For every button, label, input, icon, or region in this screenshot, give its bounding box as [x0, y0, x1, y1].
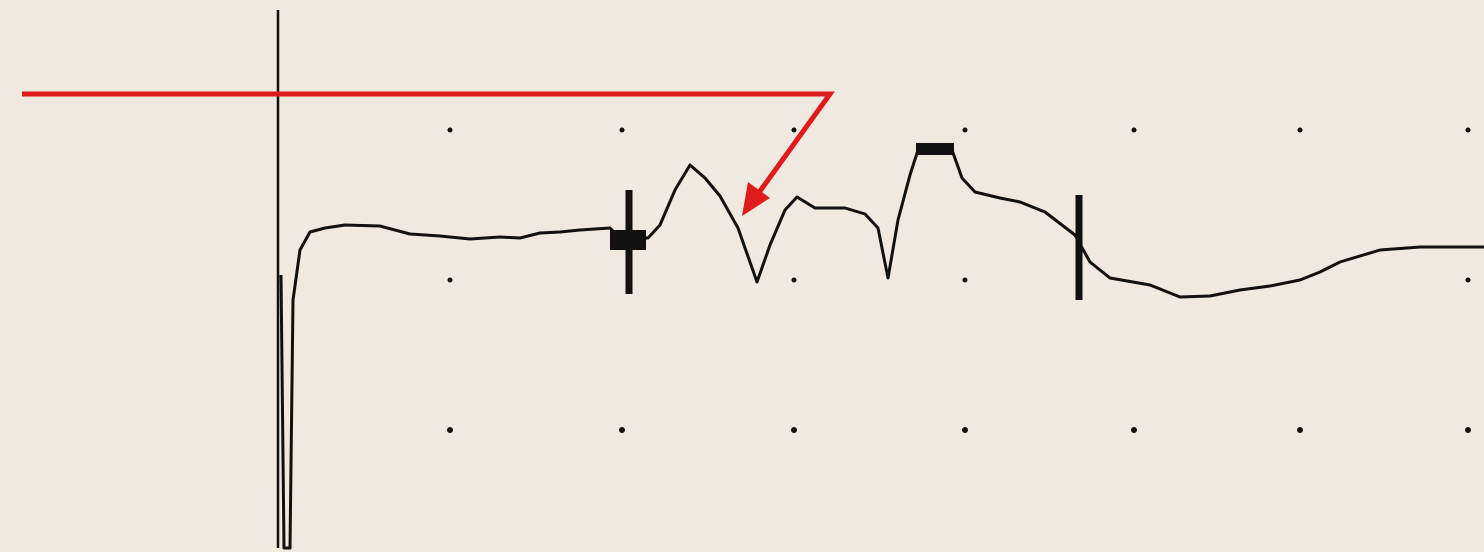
grid-dot — [791, 127, 797, 133]
grid-dot — [1297, 427, 1303, 433]
grid-dots — [447, 127, 1471, 433]
grid-dot — [962, 127, 968, 133]
waveform-trace — [279, 148, 1484, 550]
grid-dot — [1131, 427, 1137, 433]
grid-dot — [1297, 127, 1303, 133]
grid-dot — [447, 277, 453, 283]
grid-dot — [1465, 277, 1471, 283]
arrow-head — [742, 182, 770, 216]
grid-dot — [1131, 127, 1137, 133]
grid-dot — [962, 277, 968, 283]
grid-dot — [619, 127, 625, 133]
grid-dot — [791, 277, 797, 283]
annotation-arrow — [22, 91, 835, 216]
grid-dot — [447, 427, 453, 433]
grid-dot — [1465, 427, 1471, 433]
grid-dot — [619, 427, 625, 433]
arrow-line — [22, 91, 835, 207]
grid-dot — [1465, 127, 1471, 133]
grid-dot — [962, 427, 968, 433]
grid-dot — [447, 127, 453, 133]
peak-marker — [916, 143, 954, 155]
grid-dot — [791, 427, 797, 433]
